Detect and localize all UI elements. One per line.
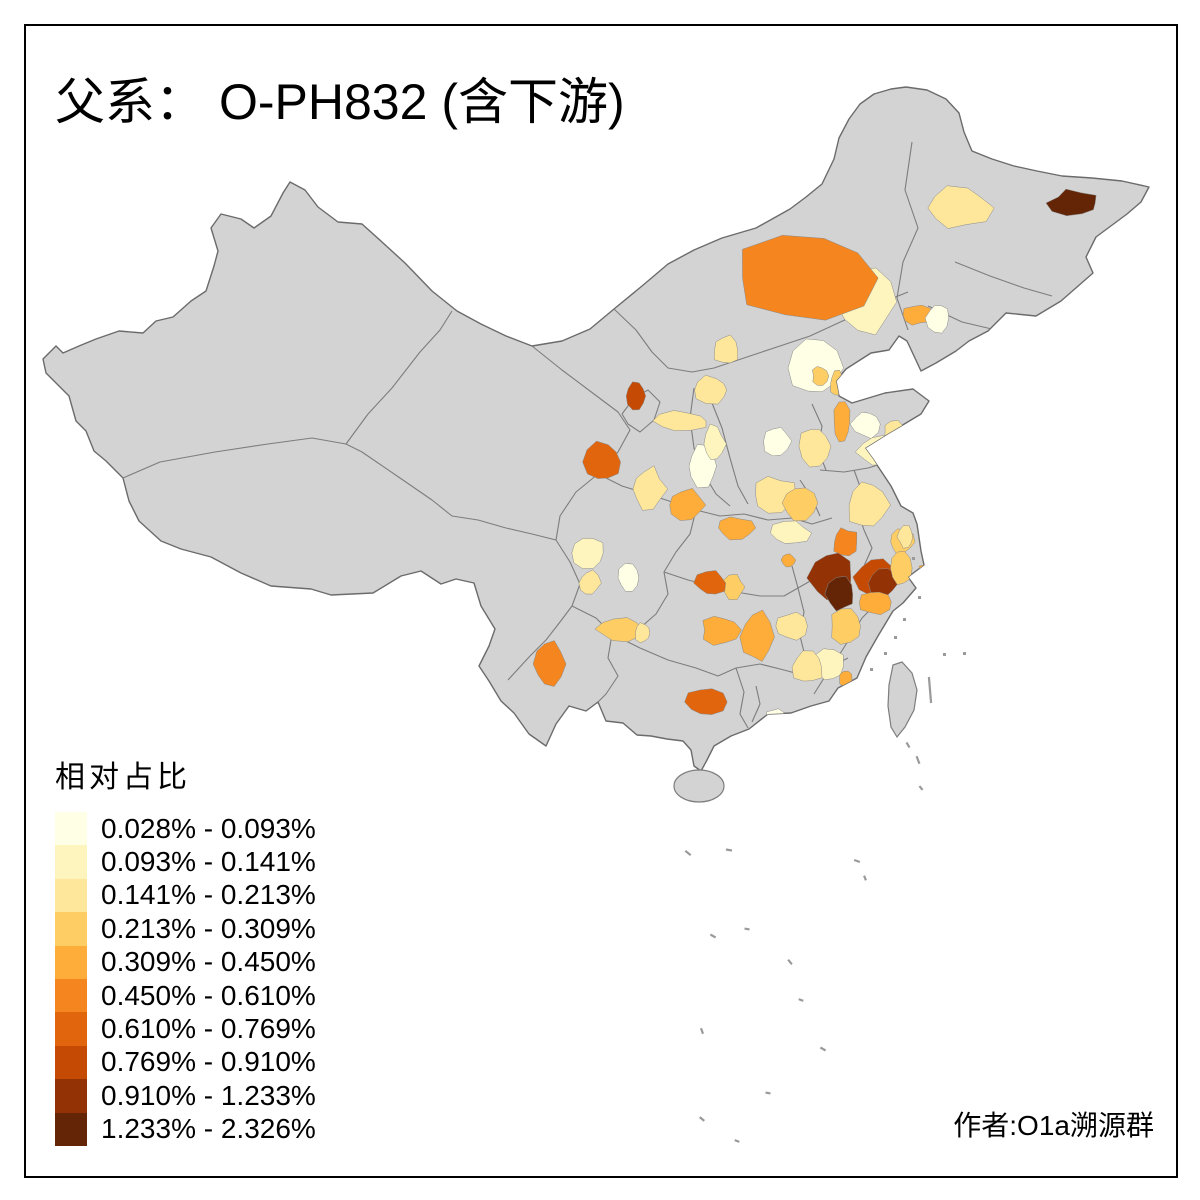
map-region-class-3 (578, 569, 602, 595)
map-region-class-5 (839, 670, 853, 687)
map-region-class-6 (833, 527, 858, 557)
legend-swatch-3 (55, 878, 87, 913)
map-region-class-2 (703, 423, 727, 460)
map-region-class-3 (848, 481, 891, 527)
map-region-class-10 (1045, 188, 1097, 217)
map-region-class-3 (635, 622, 651, 644)
map-region-class-3 (896, 525, 913, 549)
legend-row-1: 0.028% - 0.093% (55, 812, 316, 846)
map-region-class-4 (890, 551, 913, 586)
title-haplogroup: O-PH832 (含下游) (219, 74, 625, 130)
map-region-class-5 (718, 516, 757, 541)
legend-row-8: 0.769% - 0.910% (55, 1045, 316, 1080)
hainan-island (673, 769, 725, 803)
attribution-text: 作者:O1a溯源群 (953, 1110, 1154, 1141)
map-region-class-5 (739, 609, 775, 662)
legend-label-8: 0.769% - 0.910% (101, 1046, 316, 1078)
map-region-class-9 (868, 568, 899, 599)
map-region-class-3 (927, 185, 995, 229)
mainland-china (42, 86, 1150, 772)
map-region-class-5 (918, 564, 930, 574)
map-region-class-5 (833, 401, 851, 443)
legend-swatch-1 (55, 812, 87, 846)
map-region-class-5 (902, 304, 932, 326)
legend-row-7: 0.610% - 0.769% (55, 1012, 316, 1046)
legend-swatch-8 (55, 1045, 87, 1080)
map-region-class-10 (824, 575, 853, 612)
map-region-class-7 (684, 688, 728, 715)
map-region-class-8 (625, 381, 646, 411)
legend-label-2: 0.093% - 0.141% (101, 846, 316, 878)
south-china-sea-islands (684, 676, 933, 1143)
map-region-class-3 (632, 465, 669, 511)
map-region-class-3 (652, 410, 707, 431)
legend-row-3: 0.141% - 0.213% (55, 878, 316, 913)
page-title: 父系： O-PH832 (含下游) (55, 62, 625, 134)
legend-row-10: 1.233% - 2.326% (55, 1112, 316, 1146)
legend-swatch-9 (55, 1079, 87, 1113)
legend-swatch-6 (55, 978, 87, 1013)
map-region-class-6 (532, 640, 567, 687)
map-region-class-4 (812, 366, 830, 386)
map-region-class-3 (775, 611, 808, 641)
map-region-class-2 (770, 520, 812, 544)
map-region-class-3 (694, 374, 727, 405)
map-region-class-1 (766, 708, 786, 726)
coastal-islets (870, 557, 966, 671)
map-region-class-4 (781, 487, 819, 522)
legend-swatch-10 (55, 1112, 87, 1146)
legend-swatch-2 (55, 845, 87, 879)
taiwan-island (887, 661, 918, 739)
map-region-class-3 (798, 429, 832, 468)
map-region-class-5 (859, 591, 892, 615)
map-region-class-3 (884, 420, 905, 443)
legend-row-6: 0.450% - 0.610% (55, 978, 316, 1013)
map-region-class-4 (594, 617, 643, 642)
map-region-class-1 (924, 305, 949, 334)
legend-swatch-5 (55, 945, 87, 979)
map-region-class-5 (780, 553, 797, 568)
map-region-class-1 (787, 338, 844, 392)
title-prefix: 父系： (55, 74, 205, 130)
map-region-class-4 (831, 608, 861, 645)
legend-swatch-4 (55, 912, 87, 946)
map-region-class-5 (702, 616, 742, 646)
map-region-class-2 (571, 538, 604, 569)
map-region-class-3 (713, 334, 738, 364)
legend-label-1: 0.028% - 0.093% (101, 812, 316, 844)
legend-label-6: 0.450% - 0.610% (101, 979, 316, 1011)
legend-label-3: 0.141% - 0.213% (101, 879, 316, 911)
legend-row-2: 0.093% - 0.141% (55, 845, 316, 879)
legend-label-9: 0.910% - 1.233% (101, 1079, 316, 1111)
map-region-class-3 (791, 650, 823, 682)
legend-label-10: 1.233% - 2.326% (101, 1113, 316, 1145)
legend-row-4: 0.213% - 0.309% (55, 912, 316, 946)
legend-label-7: 0.610% - 0.769% (101, 1013, 316, 1045)
map-region-class-5 (669, 488, 707, 521)
map-region-class-1 (763, 427, 793, 457)
legend-row-9: 0.910% - 1.233% (55, 1079, 316, 1113)
map-region-class-1 (617, 563, 640, 592)
map-region-class-7 (582, 440, 621, 479)
legend-label-4: 0.213% - 0.309% (101, 912, 316, 944)
map-region-class-6 (742, 235, 879, 321)
map-region-class-1 (849, 411, 881, 439)
map-legend: 相对占比 0.028% - 0.093% 0.093% - 0.141% 0.141… (55, 752, 316, 1146)
legend-rows: 0.028% - 0.093% 0.093% - 0.141% 0.141% - 0… (55, 812, 316, 1146)
legend-swatch-7 (55, 1012, 87, 1046)
legend-title: 相对占比 (55, 761, 191, 794)
legend-label-5: 0.309% - 0.450% (101, 946, 316, 978)
legend-row-5: 0.309% - 0.450% (55, 945, 316, 979)
map-region-class-7 (693, 570, 726, 595)
